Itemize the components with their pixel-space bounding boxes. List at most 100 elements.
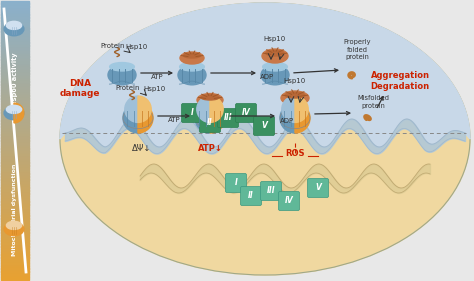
Ellipse shape: [197, 94, 223, 106]
Wedge shape: [295, 103, 310, 133]
Ellipse shape: [4, 106, 24, 120]
Bar: [1, 207, 29, 210]
Text: ATP: ATP: [168, 117, 180, 123]
Bar: [1, 266, 29, 269]
Text: ADP: ADP: [280, 118, 294, 124]
Bar: [1, 92, 29, 96]
Bar: [1, 268, 29, 272]
Bar: [1, 271, 29, 275]
Wedge shape: [195, 103, 210, 133]
Bar: [1, 84, 29, 87]
Bar: [1, 101, 29, 104]
FancyBboxPatch shape: [182, 103, 202, 123]
Bar: [1, 187, 29, 191]
Bar: [1, 129, 29, 132]
Wedge shape: [197, 96, 210, 123]
Bar: [1, 81, 29, 85]
Bar: [1, 20, 29, 23]
Bar: [1, 95, 29, 99]
Bar: [1, 132, 29, 135]
Text: Hsp10: Hsp10: [125, 44, 147, 50]
Ellipse shape: [178, 65, 206, 85]
Bar: [1, 204, 29, 207]
Bar: [1, 42, 29, 46]
Bar: [1, 254, 29, 258]
Bar: [1, 53, 29, 57]
Bar: [1, 215, 29, 219]
Text: Aggregation
Degradation: Aggregation Degradation: [371, 71, 429, 91]
Text: Hsp10: Hsp10: [284, 78, 306, 84]
Text: V: V: [315, 183, 321, 192]
Bar: [1, 112, 29, 115]
FancyBboxPatch shape: [254, 117, 274, 135]
Bar: [1, 14, 29, 18]
Bar: [1, 62, 29, 65]
Text: III: III: [224, 113, 232, 122]
Bar: [1, 3, 29, 6]
Bar: [1, 157, 29, 160]
Bar: [1, 246, 29, 249]
Ellipse shape: [6, 105, 22, 114]
FancyBboxPatch shape: [236, 103, 256, 123]
Wedge shape: [138, 103, 153, 133]
Bar: [1, 165, 29, 168]
Bar: [1, 45, 29, 48]
FancyBboxPatch shape: [226, 173, 246, 192]
Bar: [1, 109, 29, 113]
Bar: [1, 51, 29, 54]
Bar: [1, 162, 29, 166]
Bar: [1, 212, 29, 216]
Ellipse shape: [4, 22, 24, 36]
Bar: [1, 251, 29, 255]
Bar: [1, 179, 29, 182]
FancyBboxPatch shape: [279, 191, 300, 210]
Bar: [1, 241, 29, 244]
Bar: [1, 137, 29, 140]
Ellipse shape: [180, 63, 204, 71]
Bar: [1, 56, 29, 60]
Bar: [1, 210, 29, 213]
Bar: [1, 160, 29, 163]
Bar: [1, 190, 29, 194]
Bar: [1, 104, 29, 107]
Bar: [1, 232, 29, 235]
Bar: [1, 263, 29, 266]
Bar: [1, 121, 29, 124]
Bar: [1, 87, 29, 90]
Bar: [1, 235, 29, 238]
Bar: [1, 199, 29, 202]
Bar: [1, 148, 29, 152]
Bar: [1, 98, 29, 101]
Ellipse shape: [281, 91, 309, 105]
Bar: [1, 9, 29, 12]
Text: I: I: [235, 178, 237, 187]
FancyBboxPatch shape: [200, 114, 220, 133]
Bar: [1, 229, 29, 233]
Polygon shape: [60, 3, 470, 147]
Bar: [1, 249, 29, 252]
Text: Properly
folded
protein: Properly folded protein: [343, 39, 371, 60]
Bar: [1, 26, 29, 29]
Ellipse shape: [266, 50, 284, 56]
Text: ADP: ADP: [260, 74, 274, 80]
Text: ATP↓: ATP↓: [198, 144, 222, 153]
Text: Hsp10: Hsp10: [264, 36, 286, 42]
Bar: [1, 123, 29, 126]
FancyBboxPatch shape: [261, 182, 282, 201]
Text: IV: IV: [284, 196, 293, 205]
Bar: [1, 257, 29, 260]
Bar: [1, 70, 29, 74]
Bar: [1, 176, 29, 180]
Text: Protein: Protein: [116, 85, 140, 91]
Bar: [1, 140, 29, 143]
Bar: [1, 31, 29, 35]
Bar: [1, 218, 29, 221]
Wedge shape: [295, 96, 308, 123]
Bar: [1, 40, 29, 43]
Bar: [1, 238, 29, 241]
Bar: [1, 17, 29, 21]
Bar: [1, 260, 29, 263]
Text: I: I: [191, 108, 193, 117]
FancyBboxPatch shape: [218, 108, 238, 128]
Bar: [1, 134, 29, 138]
